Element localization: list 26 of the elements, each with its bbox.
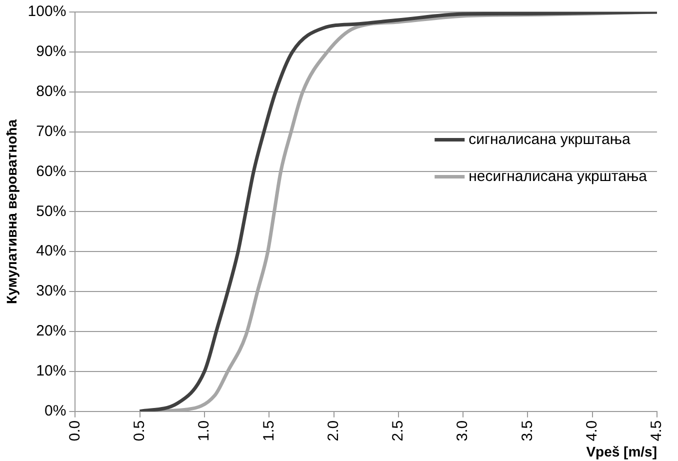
x-tick-label: 3.0 bbox=[454, 420, 472, 442]
y-axis-title: Кумулативна вероватноћа bbox=[3, 119, 20, 304]
x-tick-label: 1.5 bbox=[260, 420, 278, 442]
y-tick-label: 80% bbox=[36, 83, 66, 100]
y-tick-label: 10% bbox=[36, 362, 66, 380]
x-tick-label: 2.0 bbox=[324, 420, 342, 442]
x-axis-title: Vpeš [m/s] bbox=[586, 443, 657, 460]
y-tick-label: 0% bbox=[44, 402, 66, 420]
y-tick-label: 20% bbox=[36, 322, 66, 340]
y-tick-label: 100% bbox=[28, 3, 66, 20]
x-tick-label: 4.5 bbox=[648, 420, 666, 442]
x-tick-label: 0.0 bbox=[66, 420, 84, 442]
y-tick-label: 40% bbox=[36, 242, 66, 260]
legend-label: сигналисана укрштања bbox=[468, 130, 632, 148]
x-tick-label: 0.5 bbox=[130, 420, 148, 442]
y-tick-label: 50% bbox=[36, 202, 66, 220]
x-tick-label: 1.0 bbox=[196, 420, 213, 442]
y-tick-label: 60% bbox=[36, 162, 66, 180]
y-tick-label: 70% bbox=[36, 122, 66, 140]
x-tick-label: 2.5 bbox=[390, 420, 407, 442]
y-tick-label: 90% bbox=[36, 43, 66, 60]
x-tick-label: 3.5 bbox=[518, 420, 536, 442]
y-tick-label: 30% bbox=[36, 282, 66, 300]
line-series bbox=[138, 12, 657, 412]
x-tick-label: 4.0 bbox=[583, 420, 600, 442]
legend-label: несигналисана укрштања bbox=[468, 168, 648, 185]
